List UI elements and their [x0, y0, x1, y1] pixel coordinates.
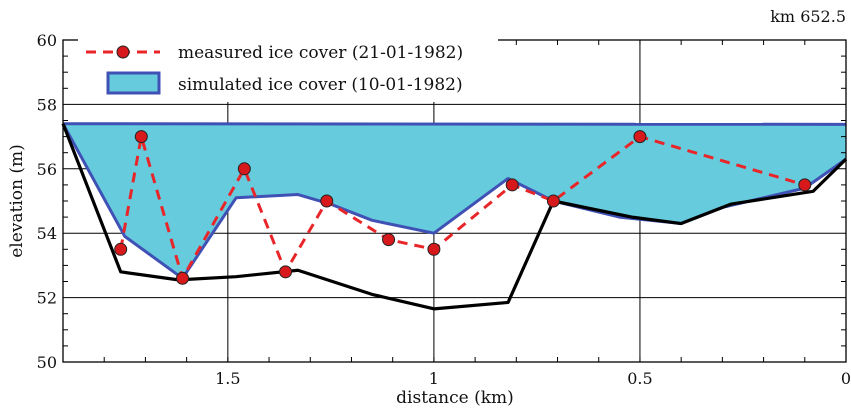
x-tick-label: 0 [841, 369, 851, 388]
corner-label: km 652.5 [770, 7, 846, 26]
measured-ice-series [114, 130, 812, 285]
legend-simulated-label: simulated ice cover (10-01-1982) [178, 75, 463, 95]
legend-simulated-swatch [106, 71, 161, 95]
measured-point [382, 233, 396, 247]
simulated-ice-area [61, 122, 847, 280]
x-tick-label: 0.5 [627, 369, 652, 388]
measured-point [320, 194, 334, 208]
y-axis-title: elevation (m) [7, 144, 27, 258]
measured-point [134, 130, 148, 144]
measured-point [279, 265, 293, 279]
legend: measured ice cover (21-01-1982) simulate… [78, 37, 498, 102]
y-tick-label: 56 [37, 160, 57, 179]
tick-labels: 1.5 1 0.5 0 50 52 54 56 58 60 [37, 31, 851, 388]
legend-measured-marker [116, 45, 130, 59]
x-axis-title: distance (km) [396, 388, 514, 408]
measured-point [114, 242, 128, 256]
y-tick-label: 60 [37, 31, 57, 50]
measured-point [427, 242, 441, 256]
measured-point [633, 130, 647, 144]
measured-point [546, 194, 560, 208]
measured-line [119, 134, 806, 283]
legend-measured-label: measured ice cover (21-01-1982) [178, 43, 463, 63]
measured-point [176, 271, 190, 285]
simulated-ice-fill [63, 123, 846, 279]
y-tick-label: 50 [37, 353, 57, 372]
y-tick-label: 58 [37, 95, 57, 114]
measured-point [237, 162, 251, 176]
x-tick-label: 1 [429, 369, 439, 388]
y-tick-label: 52 [37, 289, 57, 308]
x-tick-label: 1.5 [215, 369, 240, 388]
measured-point [505, 178, 519, 192]
simulated-ice-surface [62, 122, 847, 126]
measured-point [798, 178, 812, 192]
y-tick-label: 54 [37, 224, 57, 243]
